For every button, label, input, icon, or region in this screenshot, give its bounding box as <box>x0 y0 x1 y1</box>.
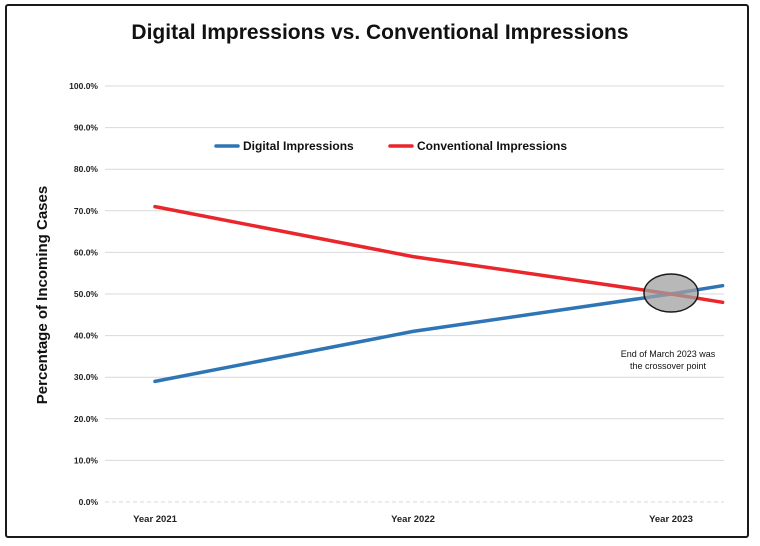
annotation-line-2: the crossover point <box>630 361 707 371</box>
gridlines <box>105 85 724 503</box>
x-axis-ticks: Year 2021 Year 2022 Year 2023 <box>133 514 693 525</box>
y-axis-ticks: 0.0% 10.0% 20.0% 30.0% 40.0% 50.0% 60.0% 70.0% 8… <box>69 81 98 507</box>
y-tick-label: 50.0% <box>74 289 99 299</box>
y-tick-label: 30.0% <box>74 372 99 382</box>
y-tick-label: 0.0% <box>79 497 99 507</box>
y-tick-label: 100.0% <box>69 81 98 91</box>
chart-title: Digital Impressions vs. Conventional Imp… <box>131 21 628 44</box>
y-tick-label: 10.0% <box>74 455 99 465</box>
y-tick-label: 90.0% <box>74 123 99 133</box>
annotation-line-1: End of March 2023 was <box>621 349 716 359</box>
y-tick-label: 60.0% <box>74 247 99 257</box>
y-tick-label: 80.0% <box>74 164 99 174</box>
crossover-annotation: End of March 2023 was the crossover point <box>621 273 716 371</box>
chart-frame <box>5 4 749 538</box>
crossover-marker <box>643 273 699 313</box>
legend: Digital Impressions Conventional Impressi… <box>214 139 567 153</box>
legend-label: Conventional Impressions <box>417 139 567 153</box>
x-tick-label: Year 2023 <box>649 514 693 525</box>
series-line <box>153 204 725 305</box>
y-tick-label: 20.0% <box>74 414 99 424</box>
y-tick-label: 40.0% <box>74 331 99 341</box>
x-tick-label: Year 2022 <box>391 514 435 525</box>
y-tick-label: 70.0% <box>74 206 99 216</box>
y-axis-label: Percentage of Incoming Cases <box>34 186 51 404</box>
x-tick-label: Year 2021 <box>133 514 178 525</box>
legend-label: Digital Impressions <box>243 139 354 153</box>
